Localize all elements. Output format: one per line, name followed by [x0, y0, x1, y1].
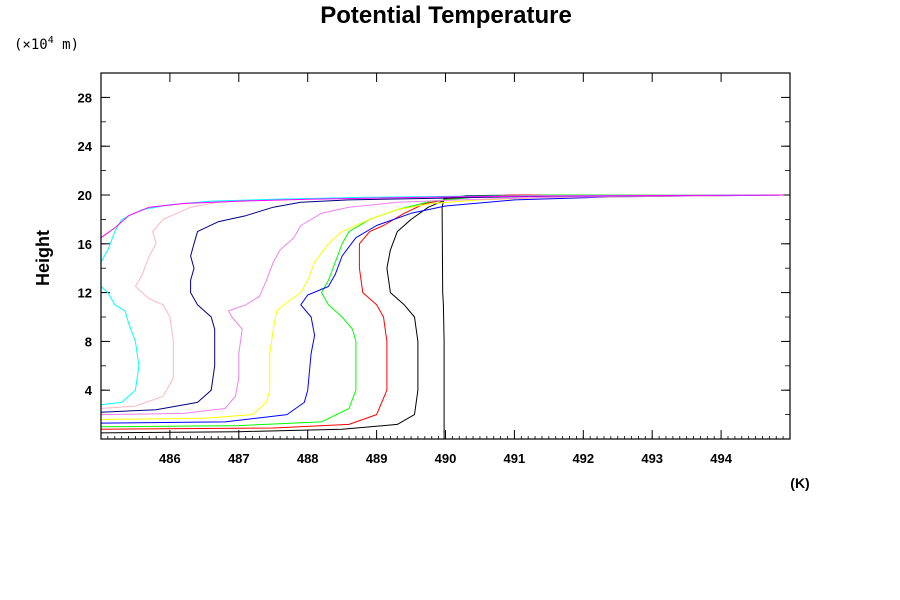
x-tick-label: 488 [297, 451, 319, 466]
x-tick-label: 486 [159, 451, 181, 466]
y-tick-label: 8 [85, 334, 92, 349]
y-unit-exp: 4 [48, 35, 54, 46]
y-tick-label: 24 [78, 139, 93, 154]
series-line-10 [100, 194, 784, 239]
series-line-7 [100, 194, 784, 413]
y-tick-label: 20 [78, 188, 92, 203]
series-line-3 [100, 194, 784, 428]
y-unit-label: (×104 m) [14, 35, 79, 53]
y-axis-label: Height [33, 230, 53, 286]
x-tick-label: 490 [435, 451, 457, 466]
series-line-5 [100, 194, 784, 420]
series-lines [100, 194, 784, 439]
x-tick-label: 489 [366, 451, 388, 466]
chart-title: Potential Temperature [320, 2, 572, 29]
x-unit-label: (K) [790, 475, 809, 491]
y-tick-label: 16 [78, 237, 92, 252]
y-tick-label: 28 [78, 90, 92, 105]
y-tick-label: 4 [85, 383, 93, 398]
x-tick-label: 493 [641, 451, 663, 466]
x-tick-label: 494 [710, 451, 732, 466]
x-tick-label: 491 [504, 451, 526, 466]
series-line-0 [441, 194, 784, 439]
series-line-4 [100, 194, 784, 424]
y-tick-label: 12 [78, 286, 92, 301]
y-unit-suffix: m) [54, 37, 79, 53]
axis-ticks: 486 487 488 489 490 491 492 493 494 4 8 12 16 20 24 28 [78, 73, 790, 466]
series-line-2 [100, 194, 784, 430]
x-tick-label: 487 [228, 451, 250, 466]
plot-frame [100, 72, 791, 440]
y-unit-prefix: (×10 [14, 37, 48, 53]
series-line-6 [100, 194, 784, 416]
x-tick-label: 492 [572, 451, 594, 466]
